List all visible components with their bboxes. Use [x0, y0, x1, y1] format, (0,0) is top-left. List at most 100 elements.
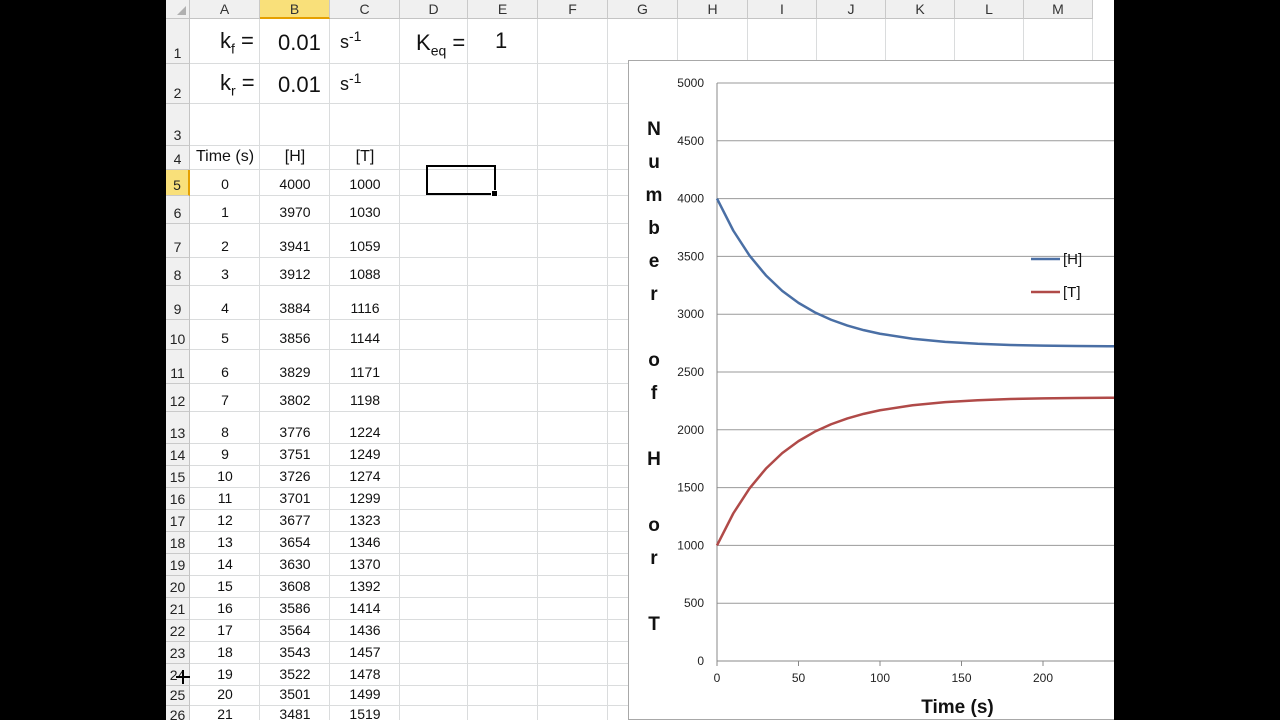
- table-cell[interactable]: 1346: [349, 534, 381, 550]
- kr-value[interactable]: 0.01: [278, 72, 321, 97]
- row-header-12[interactable]: 12: [166, 384, 190, 412]
- table-cell[interactable]: 4000: [279, 176, 311, 192]
- table-cell[interactable]: 10: [217, 468, 233, 484]
- table-cell[interactable]: 1478: [349, 666, 381, 682]
- column-header-c[interactable]: C: [330, 0, 400, 19]
- select-all-corner[interactable]: [166, 0, 190, 19]
- table-cell[interactable]: 3829: [279, 364, 311, 380]
- table-cell[interactable]: 1457: [349, 644, 381, 660]
- keq-value[interactable]: 1: [495, 28, 508, 53]
- table-cell[interactable]: 2: [221, 238, 229, 254]
- row-header-1[interactable]: 1: [166, 19, 190, 64]
- table-cell[interactable]: 3701: [279, 490, 311, 506]
- table-cell[interactable]: 14: [217, 556, 233, 572]
- column-header-f[interactable]: F: [538, 0, 608, 19]
- table-cell[interactable]: 3481: [279, 706, 311, 720]
- table-cell[interactable]: 3802: [279, 392, 311, 408]
- table-cell[interactable]: 20: [217, 686, 233, 702]
- row-header-21[interactable]: 21: [166, 598, 190, 620]
- row-header-9[interactable]: 9: [166, 286, 190, 320]
- row-header-7[interactable]: 7: [166, 224, 190, 258]
- table-cell[interactable]: 1059: [349, 238, 381, 254]
- table-cell[interactable]: 1499: [349, 686, 381, 702]
- column-header-l[interactable]: L: [955, 0, 1024, 19]
- table-cell[interactable]: 3608: [279, 578, 311, 594]
- row-header-8[interactable]: 8: [166, 258, 190, 286]
- column-header-j[interactable]: J: [817, 0, 886, 19]
- table-cell[interactable]: 9: [221, 446, 229, 462]
- column-header-m[interactable]: M: [1024, 0, 1093, 19]
- row-header-14[interactable]: 14: [166, 444, 190, 466]
- table-cell[interactable]: 0: [221, 176, 229, 192]
- table-header[interactable]: [T]: [355, 148, 375, 165]
- table-cell[interactable]: 4: [221, 300, 229, 316]
- kf-value[interactable]: 0.01: [278, 30, 321, 55]
- column-header-a[interactable]: A: [190, 0, 260, 19]
- table-cell[interactable]: 3522: [279, 666, 311, 682]
- row-header-17[interactable]: 17: [166, 510, 190, 532]
- table-cell[interactable]: 13: [217, 534, 233, 550]
- table-cell[interactable]: 19: [217, 666, 233, 682]
- table-cell[interactable]: 3941: [279, 238, 311, 254]
- table-cell[interactable]: 1274: [349, 468, 381, 484]
- table-cell[interactable]: 3630: [279, 556, 311, 572]
- table-cell[interactable]: 6: [221, 364, 229, 380]
- row-header-10[interactable]: 10: [166, 320, 190, 350]
- row-header-3[interactable]: 3: [166, 104, 190, 146]
- table-cell[interactable]: 11: [217, 490, 233, 506]
- table-cell[interactable]: 1299: [349, 490, 381, 506]
- column-header-h[interactable]: H: [678, 0, 748, 19]
- table-cell[interactable]: 3751: [279, 446, 311, 462]
- table-cell[interactable]: 3776: [279, 424, 311, 440]
- column-header-k[interactable]: K: [886, 0, 955, 19]
- table-cell[interactable]: 18: [217, 644, 233, 660]
- table-cell[interactable]: 3543: [279, 644, 311, 660]
- table-cell[interactable]: 1323: [349, 512, 381, 528]
- row-header-16[interactable]: 16: [166, 488, 190, 510]
- table-cell[interactable]: 1144: [349, 330, 381, 346]
- table-cell[interactable]: 1414: [349, 600, 381, 616]
- column-header-g[interactable]: G: [608, 0, 678, 19]
- row-header-24[interactable]: 24: [166, 664, 190, 686]
- row-header-4[interactable]: 4: [166, 146, 190, 170]
- table-cell[interactable]: 8: [221, 424, 229, 440]
- row-header-6[interactable]: 6: [166, 196, 190, 224]
- table-cell[interactable]: 3856: [279, 330, 311, 346]
- table-cell[interactable]: 3654: [279, 534, 311, 550]
- row-header-13[interactable]: 13: [166, 412, 190, 444]
- column-header-e[interactable]: E: [468, 0, 538, 19]
- row-header-11[interactable]: 11: [166, 350, 190, 384]
- row-header-22[interactable]: 22: [166, 620, 190, 642]
- table-cell[interactable]: 1392: [349, 578, 381, 594]
- table-cell[interactable]: 5: [221, 330, 229, 346]
- column-header-b[interactable]: B: [260, 0, 330, 19]
- line-chart[interactable]: 0 500 1000 1500 2000 2500 3000 3500 4000 4500 5000…: [628, 60, 1114, 720]
- row-header-20[interactable]: 20: [166, 576, 190, 598]
- table-cell[interactable]: 1116: [350, 300, 380, 316]
- table-cell[interactable]: 3501: [279, 686, 311, 702]
- table-cell[interactable]: 1088: [349, 266, 381, 282]
- row-header-19[interactable]: 19: [166, 554, 190, 576]
- table-cell[interactable]: 3677: [279, 512, 311, 528]
- row-header-26[interactable]: 26: [166, 706, 190, 720]
- row-header-23[interactable]: 23: [166, 642, 190, 664]
- row-header-15[interactable]: 15: [166, 466, 190, 488]
- table-cell[interactable]: 12: [217, 512, 233, 528]
- table-cell[interactable]: 7: [221, 392, 229, 408]
- table-cell[interactable]: 3726: [279, 468, 311, 484]
- table-cell[interactable]: 1436: [349, 622, 381, 638]
- table-cell[interactable]: 3586: [279, 600, 311, 616]
- column-header-d[interactable]: D: [400, 0, 468, 19]
- table-cell[interactable]: 3884: [279, 300, 311, 316]
- table-cell[interactable]: 3912: [279, 266, 311, 282]
- table-header[interactable]: [H]: [284, 148, 306, 165]
- table-cell[interactable]: 3970: [279, 204, 311, 220]
- table-cell[interactable]: 3564: [279, 622, 311, 638]
- table-cell[interactable]: 1519: [349, 706, 381, 720]
- table-cell[interactable]: 1171: [349, 364, 381, 380]
- table-cell[interactable]: 1249: [349, 446, 381, 462]
- row-header-25[interactable]: 25: [166, 686, 190, 706]
- row-header-5[interactable]: 5: [166, 170, 190, 196]
- column-header-i[interactable]: I: [748, 0, 817, 19]
- table-cell[interactable]: 1000: [349, 176, 381, 192]
